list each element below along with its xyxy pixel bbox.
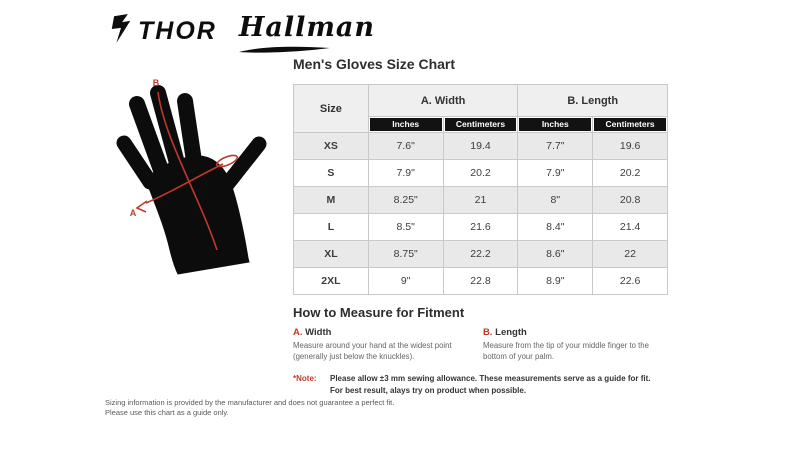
width-cm-cell: 22.8 (442, 267, 519, 295)
width-line-loop (215, 154, 239, 168)
width-inches-cell: 7.6" (367, 132, 444, 160)
subheader-width-centimeters: Centimeters (444, 118, 517, 131)
width-inches-cell: 9" (367, 267, 444, 295)
measure-width-word: Width (305, 327, 332, 338)
length-cm-cell: 22 (592, 240, 668, 268)
length-cm-cell: 21.4 (592, 213, 668, 241)
table-subheader-row: Inches Centimeters Inches Centimeters (294, 116, 668, 133)
table-row: XL 8.75" 22.2 8.6" 22 (293, 240, 668, 268)
subheader-length-inches: Inches (519, 118, 592, 131)
glove-silhouette (116, 85, 267, 275)
size-cell: L (293, 213, 369, 241)
width-inches-cell: 8.75" (367, 240, 444, 268)
table-row: XS 7.6" 19.4 7.7" 19.6 (293, 132, 668, 160)
width-cm-cell: 20.2 (442, 159, 519, 187)
brand-logos: THOR Hallman (108, 12, 376, 53)
subheader-width-inches: Inches (369, 118, 442, 131)
length-inches-cell: 8.9" (517, 267, 594, 295)
col-header-width: A. Width (367, 84, 519, 117)
length-inches-cell: 8.4" (517, 213, 594, 241)
measure-width-letter: A. (293, 327, 303, 338)
hallman-logo: Hallman (238, 12, 376, 53)
width-cm-cell: 21 (442, 186, 519, 214)
width-inches-cell: 7.9" (367, 159, 444, 187)
hallman-wordmark: Hallman (238, 12, 376, 43)
size-cell: XL (293, 240, 369, 268)
size-cell: XS (293, 132, 369, 160)
measure-length-block: B. Length Measure from the tip of your m… (483, 327, 665, 362)
table-row: S 7.9" 20.2 7.9" 20.2 (293, 159, 668, 187)
length-inches-cell: 8" (517, 186, 594, 214)
thor-helmet-icon (108, 14, 134, 49)
col-header-size: Size (293, 84, 369, 133)
length-cm-cell: 20.8 (592, 186, 668, 214)
length-cm-cell: 20.2 (592, 159, 668, 187)
sewing-allowance-note: *Note: Please allow ±3 mm sewing allowan… (293, 373, 665, 397)
hallman-underline-flourish (237, 42, 332, 60)
measurement-lines (135, 91, 239, 251)
width-line-a (145, 163, 224, 204)
size-cell: S (293, 159, 369, 187)
width-inches-cell: 8.5" (367, 213, 444, 241)
width-cm-cell: 22.2 (442, 240, 519, 268)
table-row: M 8.25" 21 8" 20.8 (293, 186, 668, 214)
measure-width-block: A. Width Measure around your hand at the… (293, 327, 475, 362)
page-title: Men's Gloves Size Chart (293, 56, 456, 72)
note-label: *Note: (293, 374, 317, 383)
width-line-arrow (135, 200, 148, 213)
table-row: L 8.5" 21.6 8.4" 21.4 (293, 213, 668, 241)
note-text: Please allow ±3 mm sewing allowance. The… (330, 374, 651, 395)
measure-length-label: B. Length (483, 327, 665, 338)
measure-length-letter: B. (483, 327, 493, 338)
measure-section-heading: How to Measure for Fitment (293, 305, 465, 320)
glove-measurement-diagram: B A (100, 68, 280, 298)
table-row: 2XL 9" 22.8 8.9" 22.6 (293, 267, 668, 295)
width-cm-cell: 21.6 (442, 213, 519, 241)
measure-width-label: A. Width (293, 327, 475, 338)
length-inches-cell: 7.7" (517, 132, 594, 160)
sizing-disclaimer: Sizing information is provided by the ma… (105, 398, 394, 418)
length-inches-cell: 7.9" (517, 159, 594, 187)
subheader-length-centimeters: Centimeters (594, 118, 666, 131)
col-header-length: B. Length (517, 84, 668, 117)
length-line-b (157, 91, 218, 251)
size-cell: M (293, 186, 369, 214)
width-inches-cell: 8.25" (367, 186, 444, 214)
size-table: Size A. Width B. Length Inches Centimete… (293, 84, 668, 295)
thor-wordmark: THOR (138, 17, 217, 45)
size-cell: 2XL (293, 267, 369, 295)
length-cm-cell: 19.6 (592, 132, 668, 160)
measure-length-word: Length (495, 327, 527, 338)
width-cm-cell: 19.4 (442, 132, 519, 160)
measure-length-description: Measure from the tip of your middle fing… (483, 341, 649, 361)
length-cm-cell: 22.6 (592, 267, 668, 295)
label-a: A (130, 208, 137, 218)
measure-width-description: Measure around your hand at the widest p… (293, 341, 452, 361)
length-inches-cell: 8.6" (517, 240, 594, 268)
table-header-row: Size A. Width B. Length (293, 84, 668, 133)
thor-logo: THOR (108, 14, 217, 49)
disclaimer-line-2: Please use this chart as a guide only. (105, 408, 229, 417)
label-b: B (153, 78, 160, 88)
disclaimer-line-1: Sizing information is provided by the ma… (105, 398, 395, 407)
